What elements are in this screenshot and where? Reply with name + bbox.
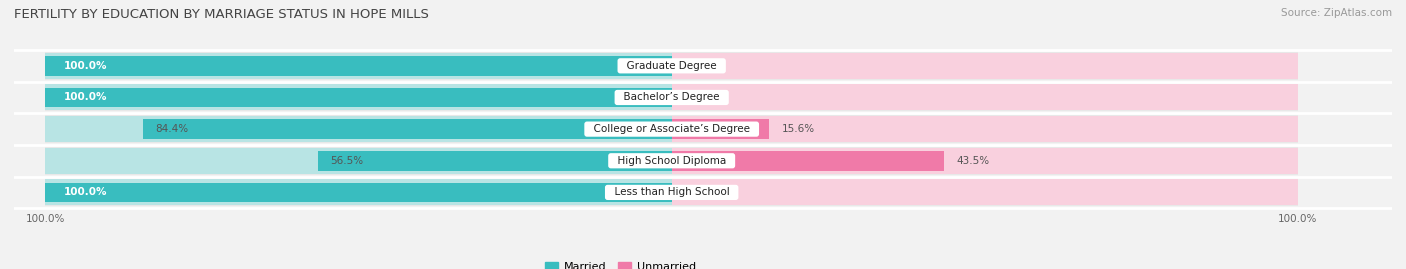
Text: FERTILITY BY EDUCATION BY MARRIAGE STATUS IN HOPE MILLS: FERTILITY BY EDUCATION BY MARRIAGE STATU… (14, 8, 429, 21)
Text: 0.0%: 0.0% (685, 93, 710, 102)
Text: 100.0%: 100.0% (65, 187, 108, 197)
Text: 15.6%: 15.6% (782, 124, 815, 134)
Bar (45, 115, 1298, 143)
Bar (45, 148, 672, 174)
Text: Bachelor’s Degree: Bachelor’s Degree (617, 93, 725, 102)
Text: 0.0%: 0.0% (685, 187, 710, 197)
Bar (45, 52, 1298, 80)
Bar (672, 119, 769, 139)
Bar (45, 53, 672, 79)
Bar (45, 116, 672, 142)
Text: Less than High School: Less than High School (607, 187, 735, 197)
Bar (143, 119, 672, 139)
Text: College or Associate’s Degree: College or Associate’s Degree (586, 124, 756, 134)
Text: 100.0%: 100.0% (65, 61, 108, 71)
Bar (45, 179, 672, 206)
Bar (672, 151, 945, 171)
Bar (672, 53, 1298, 79)
Bar (672, 179, 1298, 206)
Bar (45, 84, 1298, 111)
Bar (45, 84, 672, 111)
Text: Graduate Degree: Graduate Degree (620, 61, 723, 71)
Text: 0.0%: 0.0% (685, 61, 710, 71)
Text: High School Diploma: High School Diploma (610, 156, 733, 166)
Bar (45, 147, 1298, 175)
Bar (672, 84, 1298, 111)
Bar (45, 183, 672, 202)
Bar (672, 148, 1298, 174)
Text: 56.5%: 56.5% (330, 156, 364, 166)
Bar (672, 116, 1298, 142)
Text: Source: ZipAtlas.com: Source: ZipAtlas.com (1281, 8, 1392, 18)
Bar (45, 179, 1298, 206)
Legend: Married, Unmarried: Married, Unmarried (540, 257, 700, 269)
Text: 100.0%: 100.0% (65, 93, 108, 102)
Text: 84.4%: 84.4% (156, 124, 188, 134)
Bar (318, 151, 672, 171)
Bar (45, 88, 672, 107)
Text: 43.5%: 43.5% (956, 156, 990, 166)
Bar (45, 56, 672, 76)
